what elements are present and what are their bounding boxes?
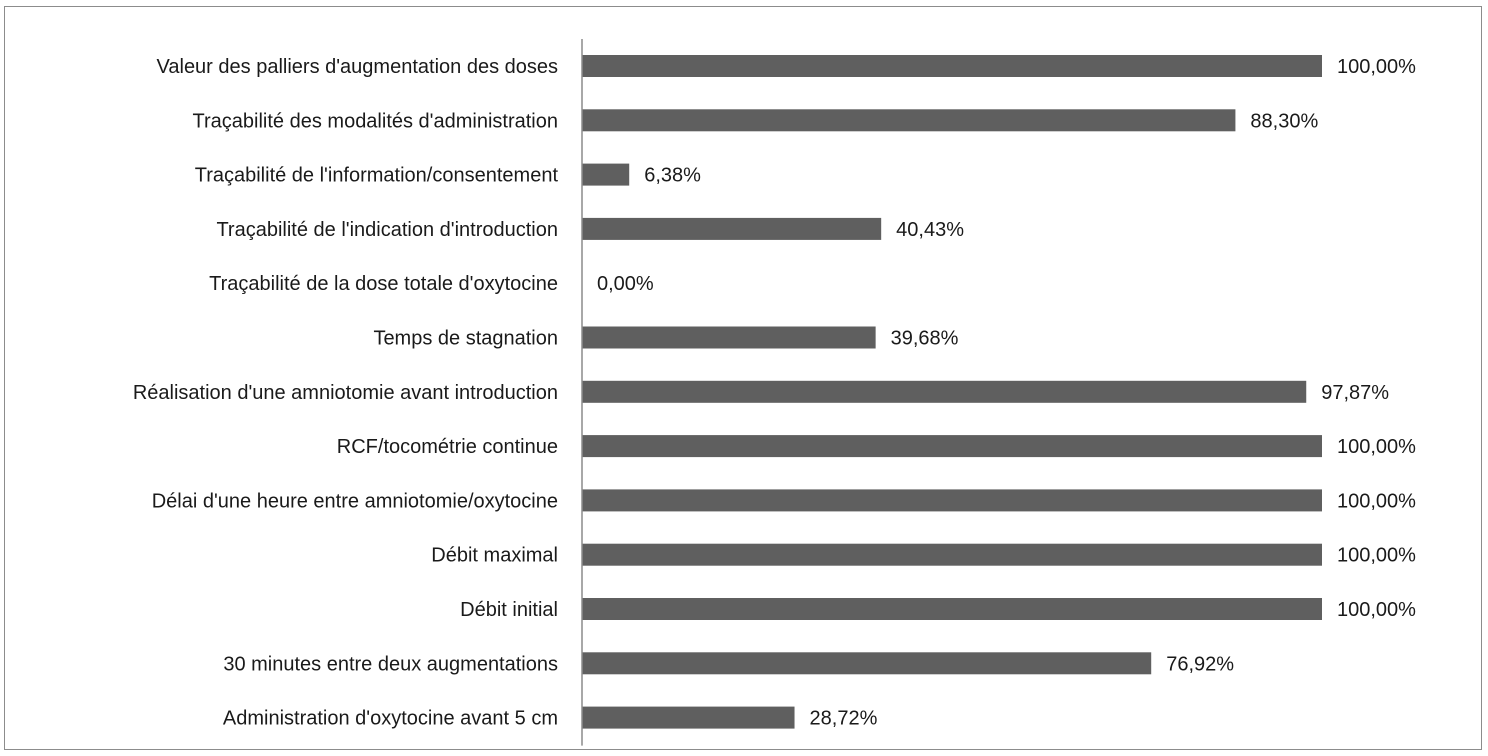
data-label: 100,00% (1337, 545, 1416, 567)
data-label: 39,68% (891, 328, 959, 350)
data-label: 100,00% (1337, 599, 1416, 621)
bar (582, 109, 1236, 132)
data-label: 0,00% (597, 273, 654, 295)
category-label: Traçabilité de la dose totale d'oxytocin… (209, 273, 558, 295)
bar (582, 380, 1307, 403)
bar (582, 55, 1322, 77)
category-label: Valeur des palliers d'augmentation des d… (157, 56, 558, 78)
data-label: 76,92% (1166, 653, 1234, 675)
data-label: 100,00% (1337, 490, 1416, 512)
category-label: Traçabilité de l'indication d'introducti… (216, 219, 558, 241)
data-label: 6,38% (644, 165, 701, 187)
category-label: Administration d'oxytocine avant 5 cm (223, 708, 558, 730)
category-label: Débit initial (460, 599, 558, 621)
bar (582, 652, 1152, 675)
value-labels: 100,00% 88,30% 6,38% 40,43% 0,00% 39,68% 97,87… (597, 56, 1416, 730)
category-label: Délai d'une heure entre amniotomie/oxyto… (152, 490, 558, 512)
category-labels: Valeur des palliers d'augmentation des d… (133, 56, 559, 730)
category-label: Débit maximal (431, 545, 558, 567)
bar (582, 326, 876, 349)
bar (582, 543, 1322, 566)
bar (582, 435, 1322, 458)
data-label: 100,00% (1337, 436, 1416, 458)
bar (582, 706, 795, 729)
bar (582, 163, 630, 186)
bar-chart: Valeur des palliers d'augmentation des d… (133, 39, 1416, 746)
data-label: 88,30% (1250, 110, 1318, 132)
category-label: RCF/tocométrie continue (337, 436, 558, 458)
data-label: 40,43% (896, 219, 964, 241)
bar (582, 489, 1322, 512)
data-label: 100,00% (1337, 56, 1416, 78)
data-label: 97,87% (1321, 382, 1389, 404)
category-label: Traçabilité de l'information/consentemen… (195, 165, 559, 187)
data-label: 28,72% (810, 708, 878, 730)
bar (582, 598, 1322, 620)
bars-group (582, 55, 1322, 729)
category-label: 30 minutes entre deux augmentations (223, 653, 558, 675)
category-label: Temps de stagnation (373, 328, 558, 350)
category-label: Traçabilité des modalités d'administrati… (193, 110, 558, 132)
bar (582, 217, 882, 240)
category-label: Réalisation d'une amniotomie avant intro… (133, 382, 558, 404)
chart-frame: Valeur des palliers d'augmentation des d… (4, 6, 1482, 750)
